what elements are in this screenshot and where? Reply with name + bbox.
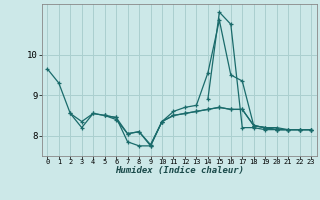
X-axis label: Humidex (Indice chaleur): Humidex (Indice chaleur) bbox=[115, 166, 244, 175]
